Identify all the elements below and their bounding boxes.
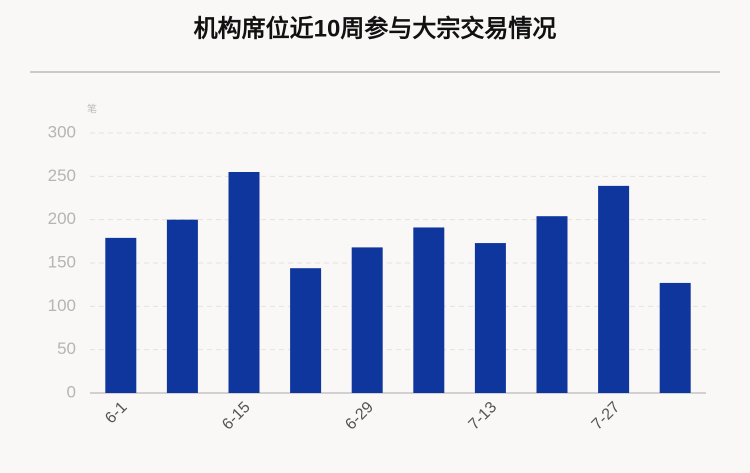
chart-title: 机构席位近10周参与大宗交易情况 (194, 14, 557, 42)
bar (351, 247, 383, 393)
bar (659, 282, 691, 393)
y-tick-label: 300 (48, 122, 76, 141)
bar (413, 227, 445, 393)
y-axis-unit: 笔 (87, 103, 97, 116)
y-tick-label: 100 (48, 296, 76, 315)
y-tick-label: 250 (48, 166, 76, 185)
y-tick-label: 200 (48, 209, 76, 228)
y-tick-label: 150 (48, 252, 76, 271)
bar (290, 268, 322, 393)
bar (166, 219, 198, 393)
y-tick-label: 0 (67, 382, 76, 401)
bar (598, 185, 630, 393)
bar (474, 243, 506, 393)
bar (105, 237, 137, 393)
bar (228, 172, 260, 393)
y-tick-label: 50 (57, 339, 76, 358)
bar (536, 216, 568, 393)
